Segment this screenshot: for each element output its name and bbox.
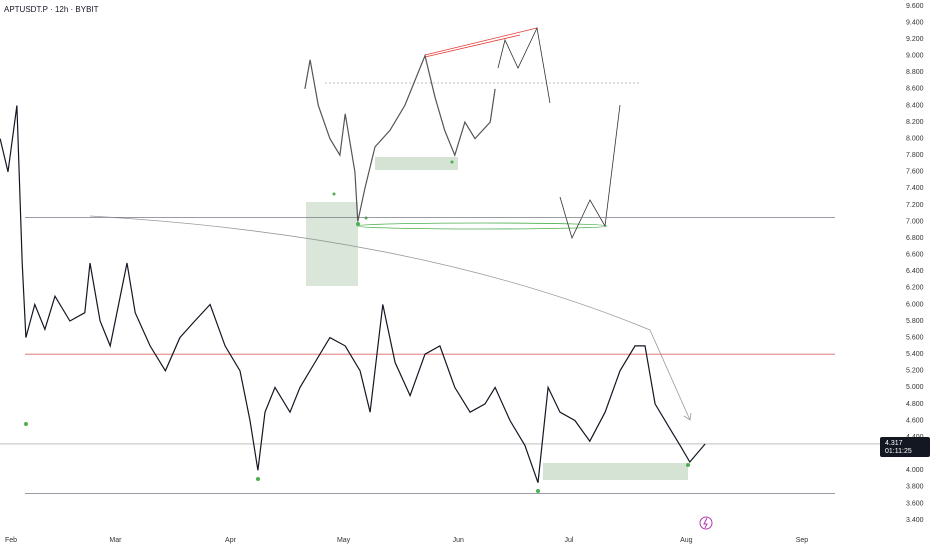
- projection-path: [497, 26, 551, 104]
- y-tick-label: 9.400: [906, 19, 924, 26]
- y-tick-label: 4.000: [906, 467, 924, 474]
- y-tick-label: 8.400: [906, 102, 924, 109]
- y-tick-label: 5.600: [906, 334, 924, 341]
- y-tick-label: 7.400: [906, 185, 924, 192]
- zone: [375, 157, 458, 170]
- y-tick-label: 8.000: [906, 135, 924, 142]
- price-tag-countdown: 01:11:25: [885, 448, 912, 455]
- y-tick-label: 5.200: [906, 368, 924, 375]
- y-tick-label: 9.600: [906, 3, 924, 10]
- price-tag-value: 4.317: [885, 440, 903, 447]
- x-tick-label: Jun: [453, 537, 464, 544]
- x-tick-label: Mar: [109, 537, 122, 544]
- y-tick-label: 8.600: [906, 86, 924, 93]
- price-line: [304, 53, 496, 222]
- price-tag: [880, 436, 930, 457]
- y-tick-label: 9.000: [906, 53, 924, 60]
- arc-arrow: [89, 215, 692, 421]
- ellipse: [356, 222, 608, 230]
- x-tick-label: Aug: [680, 537, 693, 544]
- y-tick-label: 6.000: [906, 301, 924, 308]
- y-tick-label: 6.800: [906, 235, 924, 242]
- x-tick-label: Apr: [225, 537, 237, 544]
- x-tick-label: Jul: [564, 537, 573, 544]
- trend-line: [424, 27, 538, 58]
- y-tick-label: 4.600: [906, 417, 924, 424]
- y-tick-label: 5.800: [906, 318, 924, 325]
- zone: [306, 202, 358, 286]
- x-tick-label: May: [337, 537, 351, 544]
- y-tick-label: 3.600: [906, 500, 924, 507]
- y-tick-label: 8.800: [906, 69, 924, 76]
- y-tick-label: 6.400: [906, 268, 924, 275]
- y-tick-label: 4.800: [906, 401, 924, 408]
- icon: [703, 517, 708, 529]
- x-tick-label: Sep: [796, 537, 809, 544]
- y-tick-label: 8.200: [906, 119, 924, 126]
- y-tick-label: 6.600: [906, 252, 924, 259]
- chart-title: APTUSDT.P · 12h · BYBIT: [4, 5, 99, 14]
- y-tick-label: 7.800: [906, 152, 924, 159]
- y-tick-label: 3.400: [906, 517, 924, 524]
- y-tick-label: 5.000: [906, 384, 924, 391]
- y-tick-label: 9.200: [906, 36, 924, 43]
- y-tick-label: 7.200: [906, 202, 924, 209]
- x-tick-label: Feb: [5, 537, 17, 544]
- y-tick-label: 6.200: [906, 285, 924, 292]
- y-tick-label: 7.000: [906, 218, 924, 225]
- icon[interactable]: [699, 516, 713, 530]
- price-line: [0, 105, 706, 483]
- y-tick-label: 3.800: [906, 484, 924, 491]
- zone: [543, 463, 688, 480]
- y-tick-label: 7.600: [906, 169, 924, 176]
- y-tick-label: 5.400: [906, 351, 924, 358]
- projection-path: [559, 104, 621, 240]
